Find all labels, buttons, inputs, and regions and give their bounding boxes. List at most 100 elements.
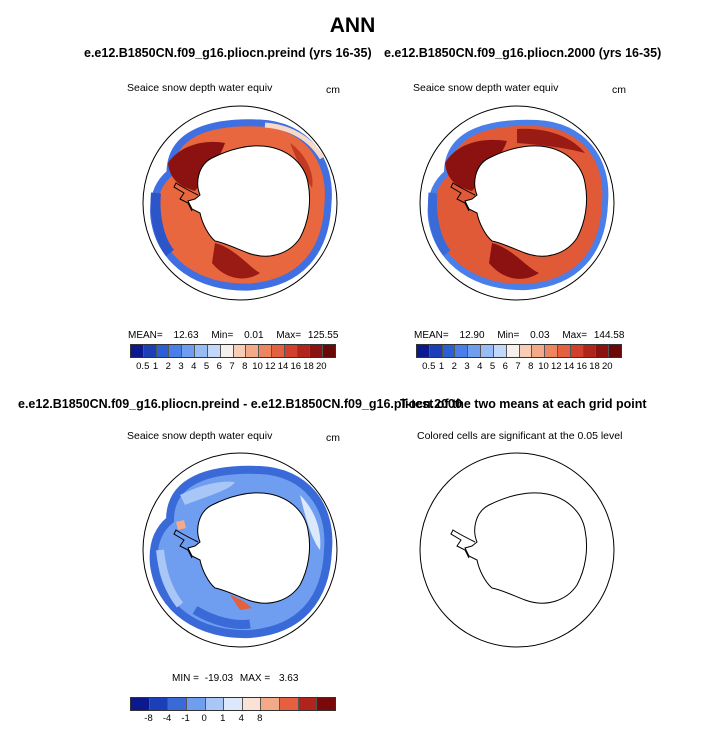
colorbar-swatch: [519, 345, 533, 357]
colorbar-preind: [130, 344, 336, 358]
colorbar-swatch: [298, 698, 318, 710]
polar-map-preind: [142, 105, 338, 301]
colorbar-swatch: [242, 698, 262, 710]
colorbar-tick-label: 20: [315, 361, 327, 372]
min-label: Min=: [497, 330, 520, 341]
colorbar-tick-label: 3: [464, 361, 470, 372]
variable-label-preind: Seaice snow depth water equiv: [127, 82, 273, 94]
colorbar-swatch: [310, 345, 324, 357]
colorbar-swatch: [609, 345, 621, 357]
panel-title-ttest: T-test of the two means at each grid poi…: [400, 397, 647, 411]
colorbar-swatch: [545, 345, 558, 357]
max-value: 3.63: [278, 673, 299, 684]
colorbar-tick-label: -4: [162, 713, 172, 724]
colorbar-tick-label: 0.5: [136, 361, 150, 372]
min-label: MIN =: [172, 673, 199, 684]
stats-difference: MIN = -19.03 MAX = 3.63: [172, 673, 298, 684]
polar-map-ttest: [419, 452, 615, 648]
mean-label: MEAN=: [414, 330, 449, 341]
colorbar-tick-label: 18: [589, 361, 600, 372]
colorbar-swatch: [169, 345, 183, 357]
colorbar-tick-label: 18: [303, 361, 314, 372]
colorbar-swatch: [246, 345, 260, 357]
min-label: Min=: [211, 330, 234, 341]
colorbar-swatch: [224, 698, 243, 710]
colorbar-swatch: [417, 345, 430, 357]
colorbar-tick-label: 8: [528, 361, 534, 372]
colorbar-tick-label: 1: [152, 361, 159, 372]
colorbar-tick-label: 12: [550, 361, 562, 372]
colorbar-tick-label: 3: [178, 361, 184, 372]
colorbar-tick-label: 14: [563, 361, 575, 372]
mean-label: MEAN=: [128, 330, 163, 341]
polar-map-2000: [419, 105, 615, 301]
colorbar-swatch: [195, 345, 208, 357]
colorbar-tick-label: 5: [489, 361, 496, 372]
colorbar-swatch: [149, 698, 169, 710]
colorbar-tick-label: 10: [252, 361, 263, 372]
colorbar-swatch: [156, 345, 170, 357]
colorbar-swatch: [182, 345, 196, 357]
stats-preind: MEAN= 12.63 Min= 0.01 Max= 125.55: [128, 330, 338, 341]
colorbar-tick-label: 8: [242, 361, 248, 372]
colorbar-swatch: [596, 345, 610, 357]
colorbar-swatch: [557, 345, 571, 357]
colorbar-swatch: [259, 345, 272, 357]
colorbar-tick-label: 6: [216, 361, 222, 372]
colorbar-swatch: [233, 345, 247, 357]
colorbar-tick-label: 5: [203, 361, 210, 372]
colorbar-swatch: [570, 345, 584, 357]
max-label: MAX =: [239, 673, 271, 684]
colorbar-tick-label: 2: [451, 361, 457, 372]
colorbar-tick-label: 20: [601, 361, 613, 372]
sea-ice-field-preind: [150, 119, 332, 291]
colorbar-tick-label: 4: [238, 713, 244, 724]
colorbar-2000: [416, 344, 622, 358]
ttest-subtitle: Colored cells are significant at the 0.0…: [417, 430, 623, 442]
colorbar-tick-label: 7: [229, 361, 235, 372]
colorbar-tick-label: 16: [576, 361, 588, 372]
colorbar-swatch: [532, 345, 546, 357]
colorbar-tick-label: 10: [538, 361, 549, 372]
colorbar-swatch: [297, 345, 311, 357]
colorbar-swatch: [131, 698, 150, 710]
difference-field: [149, 465, 333, 639]
panel-title-2000: e.e12.B1850CN.f09_g16.pliocn.2000 (yrs 1…: [384, 46, 662, 60]
figure-title: ANN: [329, 14, 376, 37]
colorbar-swatch: [284, 345, 298, 357]
sea-ice-field-2000: [427, 119, 609, 291]
colorbar-swatch: [481, 345, 494, 357]
colorbar-swatch: [317, 698, 336, 710]
units-label-preind: cm: [326, 84, 340, 96]
panel-title-difference: e.e12.B1850CN.f09_g16.pliocn.preind - e.…: [18, 397, 462, 411]
colorbar-tick-label: 2: [165, 361, 171, 372]
variable-label-difference: Seaice snow depth water equiv: [127, 430, 273, 442]
colorbar-tick-label: 0.5: [422, 361, 436, 372]
colorbar-swatch: [186, 698, 206, 710]
mean-value: 12.90: [459, 330, 485, 341]
colorbar-swatch: [455, 345, 469, 357]
min-value: 0.01: [244, 330, 264, 341]
colorbar-tick-label: 8: [257, 713, 263, 724]
colorbar-tick-label: 0: [201, 713, 207, 724]
colorbar-swatch: [506, 345, 520, 357]
colorbar-tick-label: -8: [144, 713, 153, 724]
units-label-difference: cm: [326, 432, 340, 444]
variable-label-2000: Seaice snow depth water equiv: [413, 82, 559, 94]
colorbar-tick-label: 14: [277, 361, 289, 372]
colorbar-tick-label: 4: [477, 361, 483, 372]
polar-map-difference: [142, 452, 338, 648]
units-label-2000: cm: [612, 84, 626, 96]
colorbar-difference: [130, 697, 336, 711]
colorbar-swatch: [168, 698, 187, 710]
colorbar-swatch: [271, 345, 285, 357]
colorbar-tick-label: 1: [220, 713, 226, 724]
colorbar-tick-label: -1: [181, 713, 190, 724]
colorbar-swatch: [493, 345, 507, 357]
colorbar-swatch: [261, 698, 281, 710]
colorbar-swatch: [205, 698, 225, 710]
max-label: Max=: [276, 330, 302, 341]
colorbar-swatch: [583, 345, 597, 357]
colorbar-swatch: [207, 345, 221, 357]
min-value: 0.03: [530, 330, 550, 341]
